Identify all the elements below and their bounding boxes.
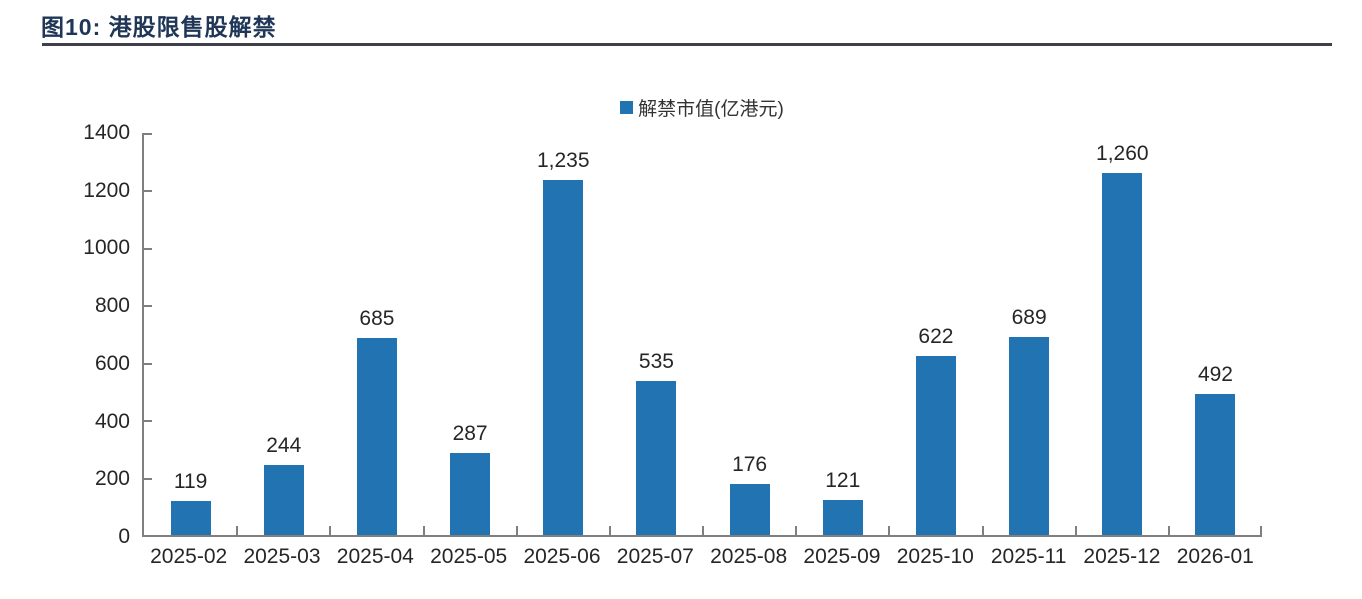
chart-legend: 解禁市值(亿港元) <box>142 94 1262 121</box>
y-axis-tick-label: 600 <box>94 351 130 375</box>
bar-column: 535 <box>610 133 703 535</box>
bar-2025-11 <box>1009 337 1050 535</box>
x-axis-tick-mark <box>422 526 425 535</box>
bar-value-label: 244 <box>266 433 302 457</box>
bar-2025-03 <box>263 464 304 535</box>
bar-column: 689 <box>983 133 1076 535</box>
x-axis-tick-mark <box>515 526 518 535</box>
bar-column: 622 <box>889 133 982 535</box>
bar-value-label: 1,235 <box>536 149 590 173</box>
x-axis-tick-mark <box>1167 526 1170 535</box>
y-axis-tick-mark <box>144 190 152 193</box>
y-axis-tick-label: 1000 <box>83 236 130 260</box>
y-axis-tick-label: 1400 <box>83 121 130 144</box>
y-axis-tick-mark <box>144 477 152 480</box>
x-axis-labels: 2025-02 2025-03 2025-04 2025-05 2025-06 2025-… <box>142 545 1262 569</box>
bar-value-label: 287 <box>452 421 488 445</box>
x-axis-tick-label: 2025-05 <box>430 545 508 568</box>
legend-swatch-icon <box>620 101 634 114</box>
bar-value-label: 689 <box>1011 306 1047 330</box>
bar-value-label: 119 <box>173 469 208 493</box>
y-axis-tick-mark <box>144 247 152 250</box>
y-axis-tick-label: 800 <box>94 294 130 318</box>
x-axis-tick-mark <box>236 526 239 535</box>
x-axis-tick-mark <box>329 526 332 535</box>
x-axis-tick-mark <box>888 526 891 535</box>
bar-2025-02 <box>170 500 211 535</box>
bar-column: 287 <box>424 133 517 535</box>
y-axis-tick-mark <box>144 305 152 308</box>
x-axis-tick-label: 2025-11 <box>990 545 1067 568</box>
y-axis-tick-label: 200 <box>94 467 130 491</box>
y-axis-tick-mark <box>144 133 152 135</box>
x-axis-tick-mark <box>1074 526 1077 535</box>
y-axis-tick-label: 0 <box>118 525 130 548</box>
x-axis-tick-label: 2026-01 <box>1176 545 1254 568</box>
legend-label: 解禁市值(亿港元) <box>638 99 784 120</box>
bar-2025-05 <box>450 452 491 535</box>
x-axis-tick-mark <box>795 526 798 535</box>
bar-column: 685 <box>330 133 423 535</box>
y-axis-tick-mark <box>144 362 152 365</box>
bar-column: 119 <box>144 133 237 535</box>
bar-column: 176 <box>703 133 796 535</box>
x-axis-tick-mark <box>702 526 704 535</box>
bar-value-label: 121 <box>825 469 861 493</box>
bar-2025-09 <box>822 500 863 535</box>
bar-value-label: 1,260 <box>1096 142 1149 166</box>
bar-column: 1,260 <box>1076 133 1169 535</box>
bar-columns: 119 244 685 287 1,235 535 176 121 622 689 1,260 492 <box>144 133 1262 535</box>
bar-2025-07 <box>636 381 677 535</box>
y-axis-tick-mark <box>144 420 152 423</box>
x-axis-tick-label: 2025-10 <box>896 545 974 568</box>
x-axis-tick-mark <box>608 526 611 535</box>
x-axis-tick-label: 2025-03 <box>243 545 321 568</box>
x-axis-tick-mark <box>1260 526 1262 535</box>
bar-column: 244 <box>237 133 330 535</box>
bar-value-label: 176 <box>732 453 768 477</box>
bar-2026-01 <box>1195 393 1236 535</box>
bar-column: 1,235 <box>517 133 610 535</box>
bar-2025-12 <box>1102 173 1143 535</box>
x-axis-tick-label: 2025-08 <box>710 545 788 568</box>
figure-title: 图10: 港股限售股解禁 <box>41 14 277 40</box>
y-axis-tick-label: 400 <box>94 409 130 433</box>
bar-value-label: 685 <box>359 307 395 331</box>
x-axis-tick-label: 2025-07 <box>616 545 694 568</box>
y-axis-tick-label: 1200 <box>83 178 130 202</box>
bar-column: 121 <box>796 133 889 535</box>
x-axis-tick-label: 2025-04 <box>336 545 414 568</box>
x-axis-tick-label: 2025-02 <box>150 545 228 568</box>
x-axis-tick-label: 2025-12 <box>1083 545 1161 568</box>
x-axis-tick-label: 2025-06 <box>523 545 601 568</box>
x-axis-tick-mark <box>981 526 984 535</box>
bar-2025-04 <box>356 338 397 535</box>
bar-column: 492 <box>1169 133 1262 535</box>
plot-area: 119 244 685 287 1,235 535 176 121 622 689 1,260 492 <box>142 133 1262 537</box>
y-axis: 0 200 400 600 800 1000 1200 1400 <box>40 122 130 548</box>
bar-value-label: 535 <box>638 350 674 374</box>
title-divider <box>42 43 1332 46</box>
bar-2025-06 <box>543 180 584 535</box>
x-axis-tick-label: 2025-09 <box>803 545 881 568</box>
bar-2025-10 <box>915 356 956 535</box>
bar-value-label: 492 <box>1197 362 1233 386</box>
bar-value-label: 622 <box>918 325 954 349</box>
bar-2025-08 <box>729 484 770 535</box>
